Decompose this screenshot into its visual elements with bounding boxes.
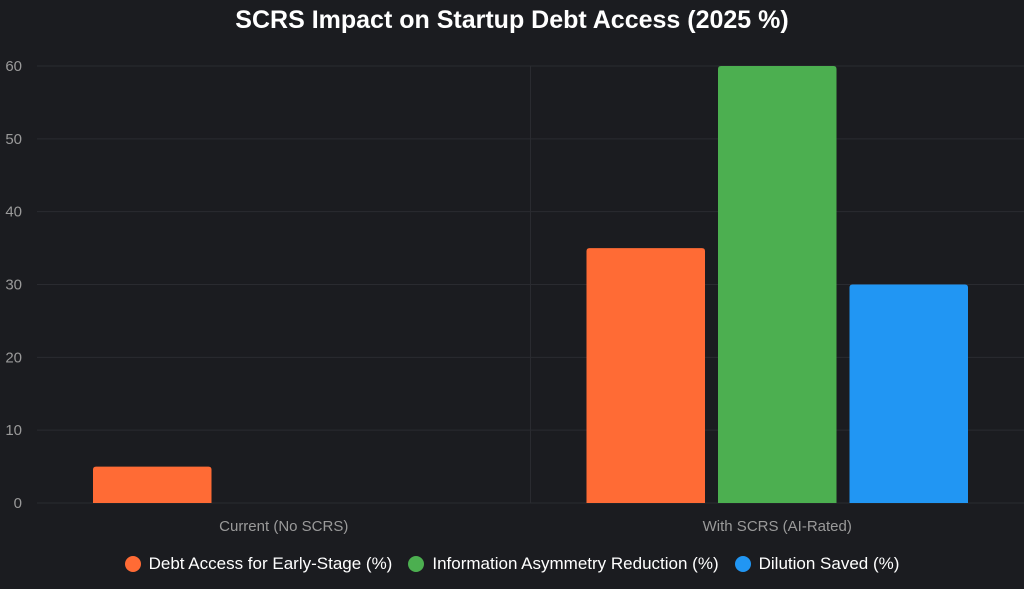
x-axis-ticks: Current (No SCRS) With SCRS (AI-Rated) — [219, 518, 852, 535]
bars — [93, 66, 968, 503]
legend-swatch — [734, 556, 751, 572]
bar[interactable] — [718, 66, 837, 503]
legend-label: Debt Access for Early-Stage (%) — [148, 554, 393, 573]
y-tick-label: 30 — [5, 277, 22, 294]
legend-item-info-asymmetry[interactable]: Information Asymmetry Reduction (%) — [408, 554, 719, 574]
chart-title: SCRS Impact on Startup Debt Access (2025… — [235, 6, 789, 34]
legend-swatch — [124, 556, 141, 572]
y-tick-label: 40 — [5, 204, 22, 221]
bar[interactable] — [93, 466, 212, 503]
legend: Debt Access for Early-Stage (%) Informat… — [0, 554, 1024, 574]
legend-item-debt-access[interactable]: Debt Access for Early-Stage (%) — [124, 554, 393, 574]
y-axis-ticks: 0 10 20 30 40 50 60 — [5, 58, 22, 512]
legend-label: Information Asymmetry Reduction (%) — [432, 554, 719, 573]
x-tick-label: With SCRS (AI-Rated) — [703, 518, 852, 535]
y-tick-label: 60 — [5, 58, 22, 75]
bar[interactable] — [849, 284, 969, 504]
legend-item-dilution-saved[interactable]: Dilution Saved (%) — [734, 554, 900, 574]
bar[interactable] — [586, 248, 706, 503]
y-tick-label: 50 — [5, 131, 22, 148]
y-tick-label: 0 — [14, 495, 22, 512]
y-tick-label: 10 — [5, 422, 22, 439]
legend-swatch — [408, 556, 425, 572]
bar-chart: 0 10 20 30 40 50 60 Current (No SCRS) With SCRS… — [5, 58, 1024, 535]
y-tick-label: 20 — [5, 349, 22, 366]
legend-label: Dilution Saved (%) — [758, 554, 900, 573]
x-tick-label: Current (No SCRS) — [219, 518, 348, 535]
